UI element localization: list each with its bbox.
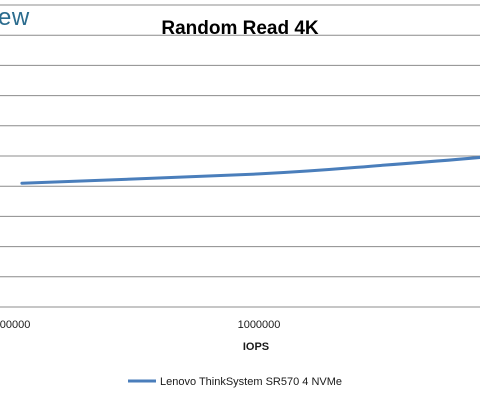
gridlines xyxy=(0,4,480,308)
series-line xyxy=(20,155,480,185)
legend-label: Lenovo ThinkSystem SR570 4 NVMe xyxy=(160,376,342,388)
series-layer xyxy=(20,155,480,185)
x-axis-label: IOPS xyxy=(243,341,269,353)
x-tick-label: 1000000 xyxy=(238,319,281,331)
chart-title: Random Read 4K xyxy=(161,18,319,39)
watermark-logo-text: ew xyxy=(0,4,30,31)
x-tick-label: 500000 xyxy=(0,319,30,331)
legend: Lenovo ThinkSystem SR570 4 NVMe xyxy=(128,376,342,388)
x-axis-ticks: 500000100000015000002000000 xyxy=(0,319,281,331)
